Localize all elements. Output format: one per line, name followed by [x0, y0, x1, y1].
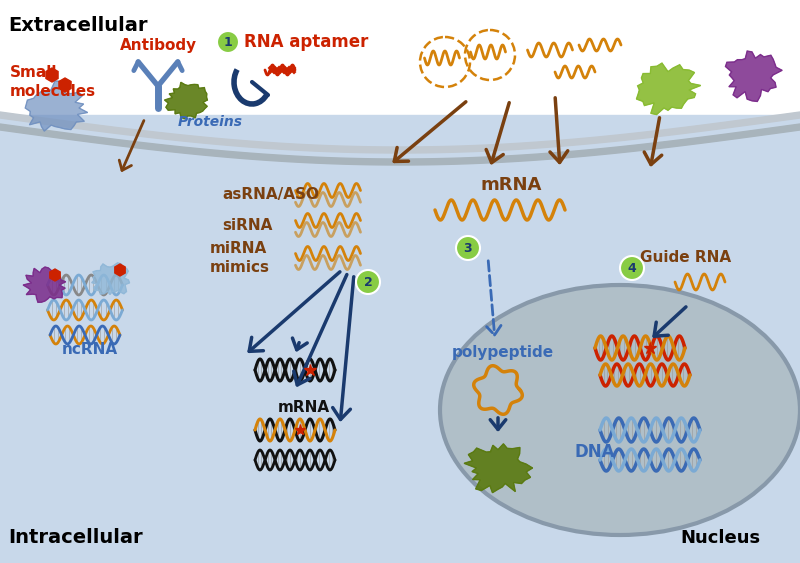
- Polygon shape: [115, 264, 125, 276]
- Polygon shape: [464, 444, 533, 493]
- Ellipse shape: [440, 285, 800, 535]
- Polygon shape: [92, 263, 130, 294]
- Text: Antibody: Antibody: [120, 38, 197, 53]
- Text: Guide RNA: Guide RNA: [640, 251, 731, 266]
- Circle shape: [456, 236, 480, 260]
- Text: mRNA: mRNA: [480, 176, 542, 194]
- Text: 4: 4: [628, 261, 636, 275]
- Circle shape: [217, 31, 239, 53]
- Text: siRNA: siRNA: [222, 217, 272, 233]
- Circle shape: [620, 256, 644, 280]
- Text: asRNA/ASO: asRNA/ASO: [222, 187, 319, 203]
- Text: Extracellular: Extracellular: [8, 16, 147, 35]
- Polygon shape: [50, 269, 60, 281]
- Polygon shape: [46, 68, 58, 82]
- Text: miRNA
mimics: miRNA mimics: [210, 241, 270, 275]
- Text: ncRNA: ncRNA: [62, 342, 118, 358]
- Polygon shape: [25, 81, 88, 131]
- Text: Nucleus: Nucleus: [680, 529, 760, 547]
- Text: RNA aptamer: RNA aptamer: [244, 33, 368, 51]
- Text: Small
molecules: Small molecules: [10, 65, 96, 99]
- Text: DNA: DNA: [575, 443, 615, 461]
- Text: Proteins: Proteins: [178, 115, 243, 129]
- Polygon shape: [23, 267, 66, 302]
- Polygon shape: [637, 63, 701, 115]
- Polygon shape: [165, 82, 207, 119]
- Text: mRNA: mRNA: [278, 400, 330, 415]
- Text: polypeptide: polypeptide: [452, 345, 554, 360]
- Polygon shape: [0, 115, 800, 563]
- Text: 3: 3: [464, 242, 472, 254]
- Polygon shape: [726, 51, 782, 101]
- Text: Intracellular: Intracellular: [8, 528, 142, 547]
- Text: 2: 2: [364, 275, 372, 288]
- Circle shape: [356, 270, 380, 294]
- Text: 1: 1: [224, 35, 232, 48]
- Polygon shape: [59, 78, 71, 92]
